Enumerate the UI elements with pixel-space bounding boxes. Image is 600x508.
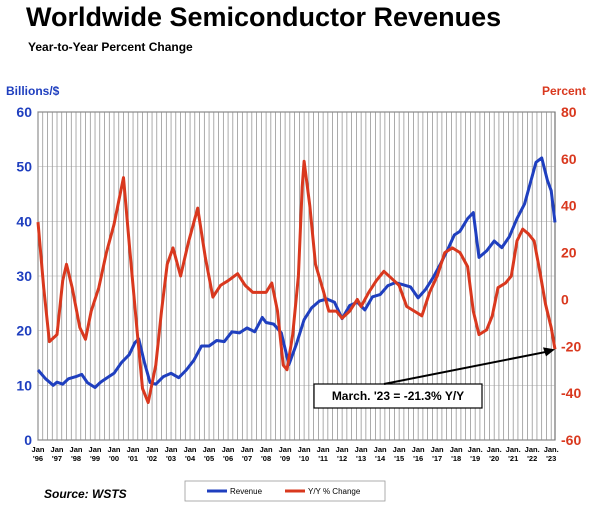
x-tick-label: '07 (242, 454, 252, 463)
right-tick-label: 40 (561, 198, 577, 214)
x-tick-label: Jan (89, 445, 102, 454)
yoy-change-line (36, 159, 557, 404)
x-tick-label: '00 (109, 454, 119, 463)
left-tick-label: 20 (16, 323, 32, 339)
x-tick-label: '98 (71, 454, 81, 463)
x-tick-label: '99 (90, 454, 100, 463)
x-tick-label: '05 (204, 454, 214, 463)
left-tick-label: 30 (16, 268, 32, 284)
x-tick-label: Jan (127, 445, 140, 454)
x-tick-label: Jan (374, 445, 387, 454)
x-tick-label: Jan (108, 445, 121, 454)
left-axis-label: Billions/$ (6, 84, 60, 98)
x-tick-label: Jan. (487, 445, 502, 454)
x-tick-label: '96 (33, 454, 43, 463)
x-tick-label: Jan (355, 445, 368, 454)
annotation-arrowhead (543, 347, 555, 357)
x-tick-label: '10 (299, 454, 309, 463)
x-tick-label: Jan (279, 445, 292, 454)
x-tick-label: Jan (222, 445, 235, 454)
x-tick-label: Jan (165, 445, 178, 454)
x-tick-label: '16 (413, 454, 423, 463)
right-axis-label: Percent (541, 84, 586, 98)
right-tick-label: 20 (561, 245, 577, 261)
x-tick-label: Jan (32, 445, 45, 454)
x-tick-label: '08 (261, 454, 271, 463)
annotation-text: March. '23 = -21.3% Y/Y (332, 389, 464, 403)
source-note: Source: WSTS (44, 487, 127, 501)
right-tick-label: 80 (561, 104, 577, 120)
x-tick-label: Jan. (544, 445, 559, 454)
x-tick-label: '18 (451, 454, 461, 463)
x-tick-label: '22 (527, 454, 537, 463)
legend-label-yoy: Y/Y % Change (308, 487, 361, 496)
x-tick-label: '14 (375, 454, 386, 463)
right-tick-label: -40 (561, 385, 581, 401)
x-tick-label: Jan (241, 445, 254, 454)
left-tick-label: 50 (16, 159, 32, 175)
left-tick-label: 0 (24, 432, 32, 448)
x-tick-label: '21 (508, 454, 518, 463)
x-tick-label: Jan. (506, 445, 521, 454)
x-tick-label: '06 (223, 454, 233, 463)
x-tick-label: Jan (317, 445, 330, 454)
x-tick-label: '01 (128, 454, 138, 463)
x-tick-label: Jan. (468, 445, 483, 454)
x-tick-label: Jan (51, 445, 64, 454)
x-tick-label: '19 (470, 454, 480, 463)
left-tick-label: 10 (16, 377, 32, 393)
x-tick-label: Jan (70, 445, 83, 454)
x-tick-label: '23 (546, 454, 556, 463)
x-tick-label: '17 (432, 454, 442, 463)
x-tick-label: Jan (184, 445, 197, 454)
x-tick-label: '15 (394, 454, 404, 463)
right-tick-label: 60 (561, 151, 577, 167)
chart-title: Worldwide Semiconductor Revenues (26, 2, 502, 32)
right-tick-label: -20 (561, 338, 581, 354)
left-tick-label: 40 (16, 213, 32, 229)
revenue-line (36, 156, 557, 389)
left-tick-label: 60 (16, 104, 32, 120)
annotation-box (313, 383, 483, 409)
chart-subtitle: Year-to-Year Percent Change (28, 40, 193, 54)
x-tick-label: Jan (146, 445, 159, 454)
x-tick-label: Jan (431, 445, 444, 454)
x-tick-label: Jan (412, 445, 425, 454)
x-tick-label: '11 (318, 454, 328, 463)
legend-label-revenue: Revenue (230, 487, 263, 496)
x-tick-label: '03 (166, 454, 176, 463)
annotation-arrow-line (383, 350, 550, 385)
x-tick-label: Jan. (525, 445, 540, 454)
x-tick-label: Jan (260, 445, 273, 454)
x-tick-label: Jan (203, 445, 216, 454)
x-tick-label: Jan (298, 445, 311, 454)
x-tick-label: '04 (185, 454, 196, 463)
x-tick-label: Jan (393, 445, 406, 454)
x-tick-label: '97 (52, 454, 62, 463)
x-tick-label: '02 (147, 454, 157, 463)
x-tick-label: '20 (489, 454, 499, 463)
x-tick-label: '09 (280, 454, 290, 463)
right-tick-label: 0 (561, 291, 569, 307)
x-tick-label: Jan (336, 445, 349, 454)
x-tick-label: '13 (356, 454, 366, 463)
x-tick-label: '12 (337, 454, 347, 463)
x-tick-label: Jan (450, 445, 463, 454)
right-tick-label: -60 (561, 432, 581, 448)
